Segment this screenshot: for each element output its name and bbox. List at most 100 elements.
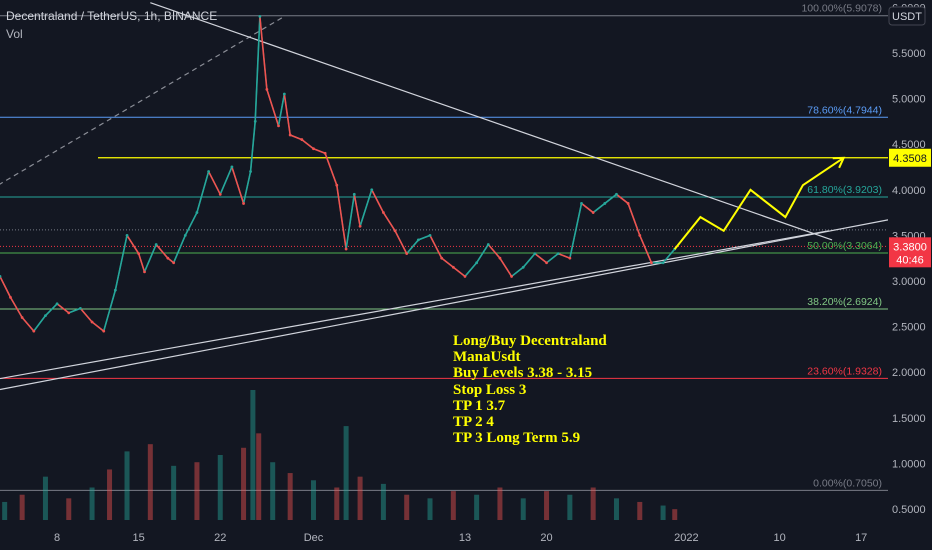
price-segment (406, 239, 419, 255)
target-price-marker (889, 148, 931, 167)
price-segment (557, 252, 571, 259)
price-segment (429, 235, 443, 259)
volume-bar (194, 462, 200, 520)
volume-bar (250, 390, 256, 520)
price-point (67, 311, 71, 315)
price-tick-label: 2.0000 (892, 367, 926, 379)
projection-arrowhead (832, 156, 846, 169)
currency-badge-label: USDT (892, 11, 922, 23)
time-tick-label: 10 (773, 532, 785, 544)
fib-level-label: 100.00%(5.9078) (801, 3, 882, 15)
price-segment (44, 303, 58, 317)
price-segment (522, 253, 536, 268)
price-point (451, 265, 455, 269)
price-segment (418, 234, 431, 241)
trendline (0, 219, 889, 391)
volume-bar (567, 494, 573, 520)
price-tick-label: 4.0000 (892, 185, 926, 197)
annotation-line: ManaUsdt (453, 349, 521, 366)
price-segment (0, 276, 12, 298)
current-price-marker (889, 237, 931, 268)
price-point (195, 211, 199, 214)
price-segment (499, 257, 513, 277)
price-line (0, 15, 676, 332)
price-segment (56, 303, 70, 314)
currency-badge[interactable] (888, 6, 926, 26)
volume-bar (42, 476, 48, 520)
price-segment (277, 93, 286, 127)
annotation-line: Long/Buy Decentraland (453, 333, 607, 349)
price-segment (475, 244, 489, 264)
volume-bar (544, 491, 550, 520)
price-point (20, 316, 24, 319)
price-segment (242, 171, 252, 204)
price-segment (581, 202, 594, 214)
price-segment (639, 235, 653, 264)
price-point (32, 329, 36, 333)
price-point (650, 261, 653, 265)
volume-bar (343, 426, 349, 520)
time-tick-label: 15 (133, 532, 145, 544)
price-point (55, 302, 59, 306)
price-point (137, 252, 141, 256)
price-point (344, 247, 348, 251)
price-tick-label: 5.5000 (892, 48, 926, 60)
volume-bar (66, 498, 72, 520)
volume-bar (2, 501, 8, 520)
volume-bar (256, 433, 262, 520)
trendline (0, 230, 829, 380)
price-point (545, 261, 548, 265)
price-point (125, 233, 129, 237)
price-point (253, 119, 257, 123)
price-point (463, 275, 467, 278)
price-segment (662, 248, 676, 264)
price-point (183, 233, 187, 237)
price-axis[interactable] (888, 0, 932, 550)
fib-level-label: 38.20%(2.6924) (807, 296, 882, 308)
price-segment (345, 194, 356, 250)
price-segment (441, 257, 454, 268)
volume-bar (310, 480, 316, 520)
price-point (218, 192, 222, 196)
volume-bar (287, 473, 293, 520)
price-segment (487, 243, 501, 259)
price-point (335, 183, 339, 187)
price-segment (79, 307, 93, 323)
price-segment (313, 147, 326, 155)
price-point (90, 320, 94, 324)
volume-bar (497, 487, 503, 520)
price-segment (534, 252, 548, 264)
volume-bar (147, 444, 153, 520)
volume-label: Vol (6, 27, 23, 41)
annotation-line: TP 1 3.7 (453, 397, 506, 414)
volume-bar (520, 498, 526, 520)
annotation-line: Buy Levels 3.38 - 3.15 (453, 365, 593, 382)
time-axis[interactable] (0, 520, 932, 550)
volume-bar (357, 476, 363, 520)
price-segment (9, 297, 23, 318)
price-point (568, 256, 572, 260)
price-segment (91, 321, 105, 332)
price-point (300, 138, 304, 141)
trendline (150, 2, 833, 241)
price-point (154, 243, 158, 246)
fib-level-label: 61.80%(3.9203) (807, 184, 882, 196)
price-segment (371, 189, 385, 213)
time-tick-label: 17 (855, 532, 867, 544)
price-point (382, 211, 385, 214)
price-point (265, 88, 269, 91)
volume-bar (613, 498, 619, 520)
volume-bar (89, 487, 95, 520)
price-segment (569, 203, 583, 259)
price-point (533, 252, 537, 256)
price-segment (615, 193, 629, 205)
fib-level-label: 0.00%(0.7050) (813, 477, 882, 489)
price-point (312, 147, 315, 151)
volume-bar (660, 505, 666, 520)
price-tick-label: 1.0000 (892, 458, 926, 470)
price-point (626, 202, 630, 205)
price-point (258, 15, 262, 18)
price-point (591, 211, 595, 214)
